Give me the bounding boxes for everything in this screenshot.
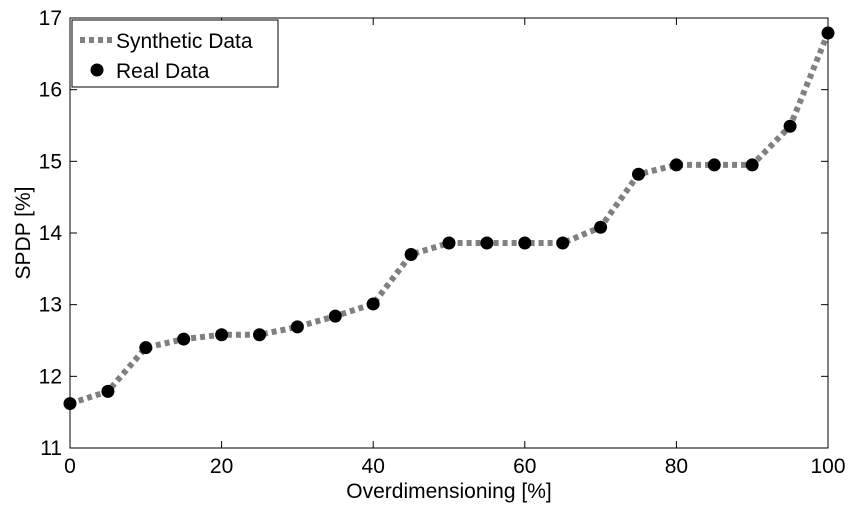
y-tick-label: 14	[39, 222, 63, 245]
real-data-point	[215, 328, 229, 342]
real-data-point	[253, 328, 266, 342]
y-tick-label: 17	[39, 7, 62, 30]
real-data-point	[632, 167, 645, 181]
x-tick-label: 20	[210, 455, 233, 478]
y-tick-label: 12	[39, 365, 62, 388]
legend-real-label: Real Data	[116, 60, 210, 83]
x-axis-label: Overdimensioning [%]	[346, 480, 551, 503]
y-tick-label: 13	[39, 294, 62, 317]
y-axis-label: SPDP [%]	[12, 187, 35, 280]
x-axis-ticks: 0 20 40 60 80 100	[64, 18, 846, 478]
real-data-point	[328, 309, 342, 323]
x-tick-label: 100	[810, 455, 845, 478]
legend-real-marker	[90, 63, 104, 77]
legend: Synthetic Data Real Data	[71, 19, 279, 88]
real-data-point	[518, 236, 532, 250]
real-data-point	[63, 397, 77, 411]
legend-box	[71, 19, 279, 88]
y-tick-label: 11	[40, 437, 62, 460]
real-data-point	[556, 236, 570, 250]
real-data-points	[63, 26, 835, 411]
x-tick-label: 0	[64, 455, 76, 478]
real-data-point	[745, 158, 759, 172]
real-data-point	[669, 158, 683, 172]
legend-synthetic-label: Synthetic Data	[116, 30, 253, 53]
real-data-point	[442, 236, 456, 250]
real-data-point	[480, 236, 494, 250]
real-data-point	[404, 248, 418, 261]
real-data-point	[177, 332, 191, 346]
real-data-point	[783, 119, 797, 133]
real-data-point	[290, 320, 304, 334]
real-data-point	[594, 220, 608, 234]
y-tick-label: 16	[39, 79, 62, 102]
real-data-point	[101, 384, 115, 398]
real-data-point	[821, 26, 835, 40]
synthetic-data-line	[69, 31, 831, 407]
y-tick-label: 15	[39, 150, 62, 173]
synthetic-data-polyline	[69, 31, 831, 407]
y-axis-ticks: 11 12 13 14 15 16 17	[39, 7, 828, 460]
real-data-point	[139, 341, 153, 355]
real-data-point	[707, 158, 721, 172]
x-tick-label: 40	[362, 455, 385, 478]
x-tick-label: 60	[513, 455, 536, 478]
x-tick-label: 80	[665, 455, 688, 478]
real-data-point	[366, 297, 380, 311]
